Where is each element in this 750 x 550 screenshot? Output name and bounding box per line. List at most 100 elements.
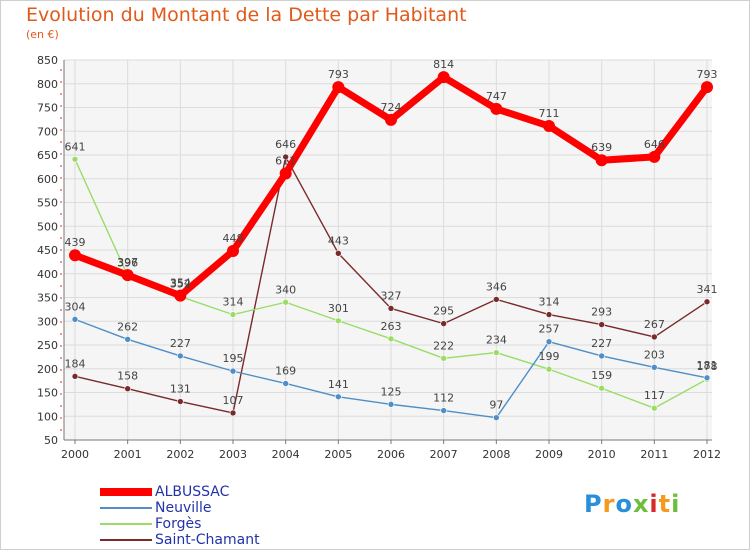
data-label: 117 <box>644 389 665 402</box>
y-tick-label: 100 <box>37 410 58 423</box>
data-label: 181 <box>697 359 718 372</box>
data-label: 814 <box>433 58 454 71</box>
legend-label: Neuville <box>155 500 212 516</box>
data-point <box>598 352 605 360</box>
y-tick-label: 800 <box>37 78 58 91</box>
data-point <box>703 374 711 382</box>
data-label: 203 <box>644 348 665 361</box>
chart-title: Evolution du Montant de la Dette par Hab… <box>26 4 467 26</box>
logo-letter: P <box>584 490 603 518</box>
y-tick-label: 850 <box>37 54 58 67</box>
data-point <box>71 373 79 380</box>
logo-letter: x <box>632 490 650 518</box>
data-point <box>440 320 447 327</box>
data-point <box>124 335 131 343</box>
data-label: 611 <box>275 155 296 168</box>
data-label: 747 <box>486 90 507 103</box>
logo-letter: t <box>658 490 672 518</box>
y-tick-label: 600 <box>37 173 58 186</box>
data-label: 304 <box>65 300 86 313</box>
data-point <box>124 385 131 393</box>
data-label: 639 <box>591 141 612 154</box>
data-point <box>598 321 605 328</box>
data-label: 158 <box>117 370 138 383</box>
data-point <box>490 102 503 115</box>
data-label: 293 <box>591 306 612 319</box>
data-point <box>71 155 79 163</box>
x-tick-label: 2004 <box>272 448 300 461</box>
data-label: 97 <box>489 399 503 412</box>
data-point <box>335 393 342 401</box>
data-point <box>279 167 292 180</box>
data-point <box>437 71 450 84</box>
data-label: 195 <box>223 352 244 365</box>
data-label: 793 <box>328 68 349 81</box>
data-point <box>335 250 342 257</box>
data-label: 159 <box>591 369 612 382</box>
x-tick-label: 2000 <box>61 448 89 461</box>
x-tick-label: 2005 <box>324 448 352 461</box>
data-point <box>282 298 289 306</box>
data-label: 263 <box>381 320 402 333</box>
data-label: 793 <box>697 68 718 81</box>
legend-swatch <box>100 488 152 496</box>
data-label: 397 <box>117 256 138 269</box>
y-tick-label: 650 <box>37 149 58 162</box>
logo-letter: i <box>649 490 659 518</box>
data-label: 169 <box>275 364 296 377</box>
line-chart: 50 100 150 200 250 300 350 400 450 500 550 600 650 70… <box>37 54 721 461</box>
data-point <box>493 349 500 356</box>
data-label: 257 <box>539 323 560 336</box>
legend-swatch <box>100 539 152 541</box>
data-point <box>229 367 237 375</box>
data-point <box>703 298 711 306</box>
data-point <box>543 120 555 133</box>
data-label: 301 <box>328 302 349 315</box>
y-tick-label: 50 <box>44 434 58 447</box>
y-tick-label: 150 <box>37 387 58 400</box>
data-point <box>174 289 187 302</box>
legend-label: Forgès <box>155 516 202 532</box>
legend-label: ALBUSSAC <box>155 484 230 500</box>
data-point <box>651 333 658 341</box>
logo-letter: i <box>671 490 681 518</box>
data-point <box>545 338 553 345</box>
data-point <box>493 414 500 421</box>
data-point <box>282 380 289 387</box>
data-point <box>177 398 184 405</box>
y-tick-label: 400 <box>37 268 58 281</box>
data-label: 227 <box>170 337 191 350</box>
chart-subtitle: (en €) <box>26 28 59 41</box>
data-label: 641 <box>65 140 86 153</box>
data-label: 340 <box>275 283 296 296</box>
data-point <box>651 364 658 371</box>
data-point <box>282 153 289 161</box>
x-tick-label: 2011 <box>640 448 668 461</box>
y-tick-label: 750 <box>37 102 58 115</box>
y-tick-label: 200 <box>37 363 58 376</box>
data-point <box>385 113 397 126</box>
data-point <box>177 352 184 360</box>
x-tick-label: 2008 <box>482 448 510 461</box>
x-tick-label: 2003 <box>219 448 247 461</box>
data-point <box>701 81 713 94</box>
data-label: 295 <box>433 305 454 318</box>
data-point <box>335 317 342 325</box>
y-tick-label: 500 <box>37 220 58 233</box>
data-label: 346 <box>486 280 507 293</box>
data-point <box>229 409 237 417</box>
data-label: 646 <box>275 138 296 151</box>
data-label: 443 <box>328 234 349 247</box>
x-tick-label: 2009 <box>535 448 563 461</box>
y-tick-label: 550 <box>37 197 58 210</box>
logo-letter: r <box>602 490 616 518</box>
data-point <box>387 335 395 343</box>
y-tick-label: 250 <box>37 339 58 352</box>
y-tick-label: 700 <box>37 125 58 138</box>
data-point <box>69 249 81 262</box>
legend-label: Saint-Chamant <box>155 532 260 548</box>
data-point <box>71 316 79 323</box>
data-label: 112 <box>433 392 454 405</box>
data-label: 396 <box>117 257 138 270</box>
y-tick-label: 450 <box>37 244 58 257</box>
